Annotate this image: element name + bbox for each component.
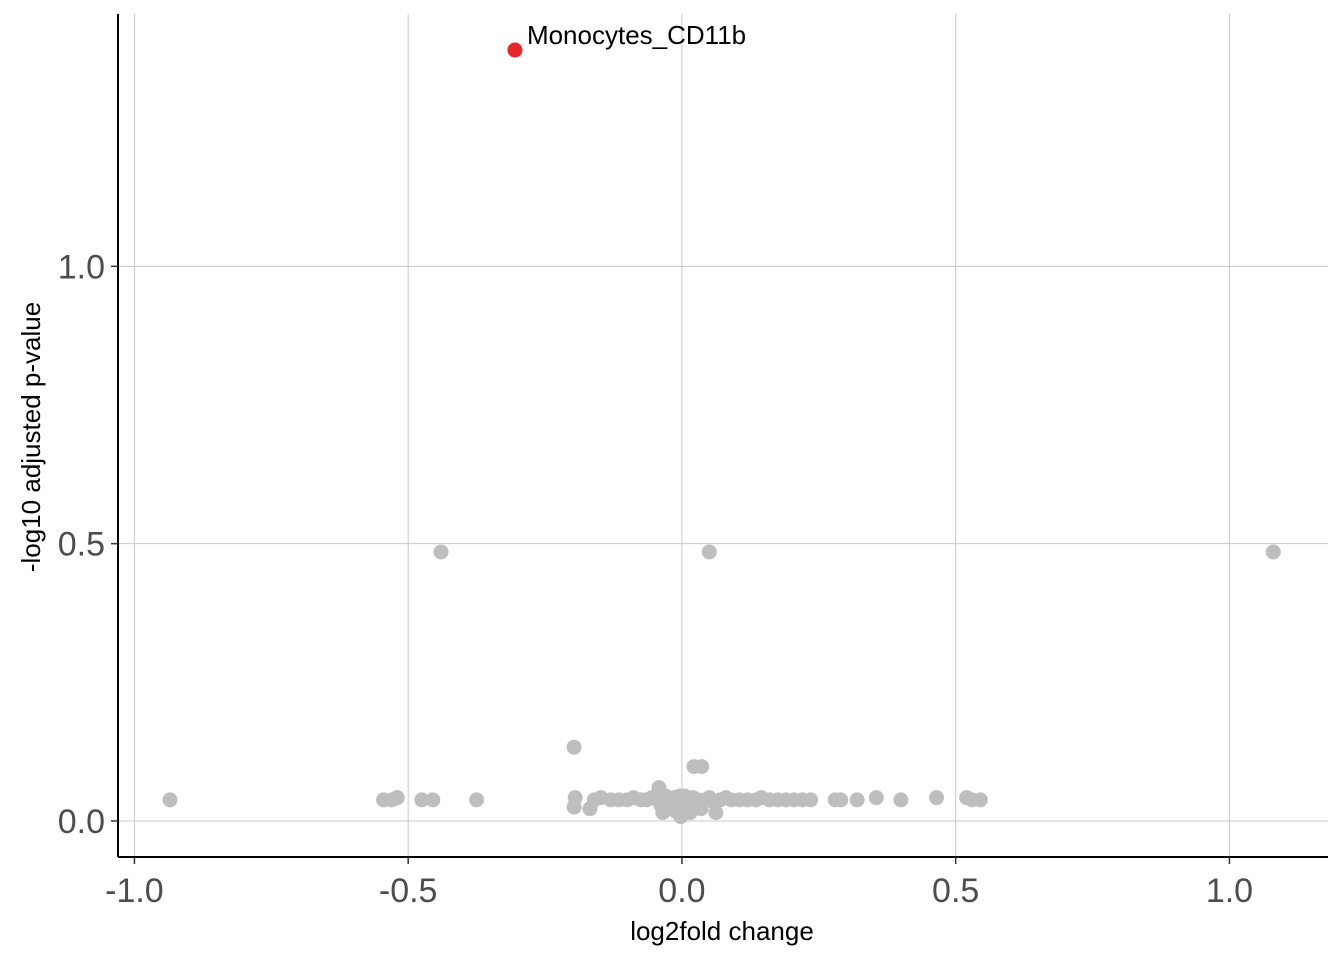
data-point [425,792,441,808]
x-tick-label: -0.5 [379,872,438,910]
data-point [469,792,485,808]
grid [118,14,1328,857]
data-points [162,544,1281,825]
x-axis-ticks: -1.0 -0.5 0.0 0.5 1.0 [105,857,1253,910]
data-point [566,739,582,755]
data-point [929,790,945,806]
data-point [389,790,405,806]
x-tick-label: -1.0 [105,872,164,910]
y-tick-label: 0.0 [58,803,105,841]
y-tick-label: 0.5 [58,526,105,564]
x-tick-label: 1.0 [1206,872,1253,910]
data-point [566,799,582,815]
data-point [1265,544,1281,560]
data-point [708,805,724,821]
y-tick-label: 1.0 [58,248,105,286]
data-point [868,790,884,806]
point-label: Monocytes_CD11b [527,20,746,50]
y-axis-title: -log10 adjusted p-value [16,302,46,572]
x-axis-title: log2fold change [630,916,814,946]
data-point [433,544,449,560]
data-point [893,792,909,808]
highlighted-point [507,42,523,58]
data-point [694,759,710,775]
data-point [162,792,178,808]
data-point [849,792,865,808]
data-point [833,792,849,808]
data-point [414,792,430,808]
data-point [972,792,988,808]
y-axis-ticks: 0.0 0.5 1.0 [58,248,118,841]
highlighted-points: Monocytes_CD11b [507,20,746,58]
data-point [701,544,717,560]
x-tick-label: 0.5 [932,872,979,910]
x-tick-label: 0.0 [658,872,705,910]
data-point [803,792,819,808]
